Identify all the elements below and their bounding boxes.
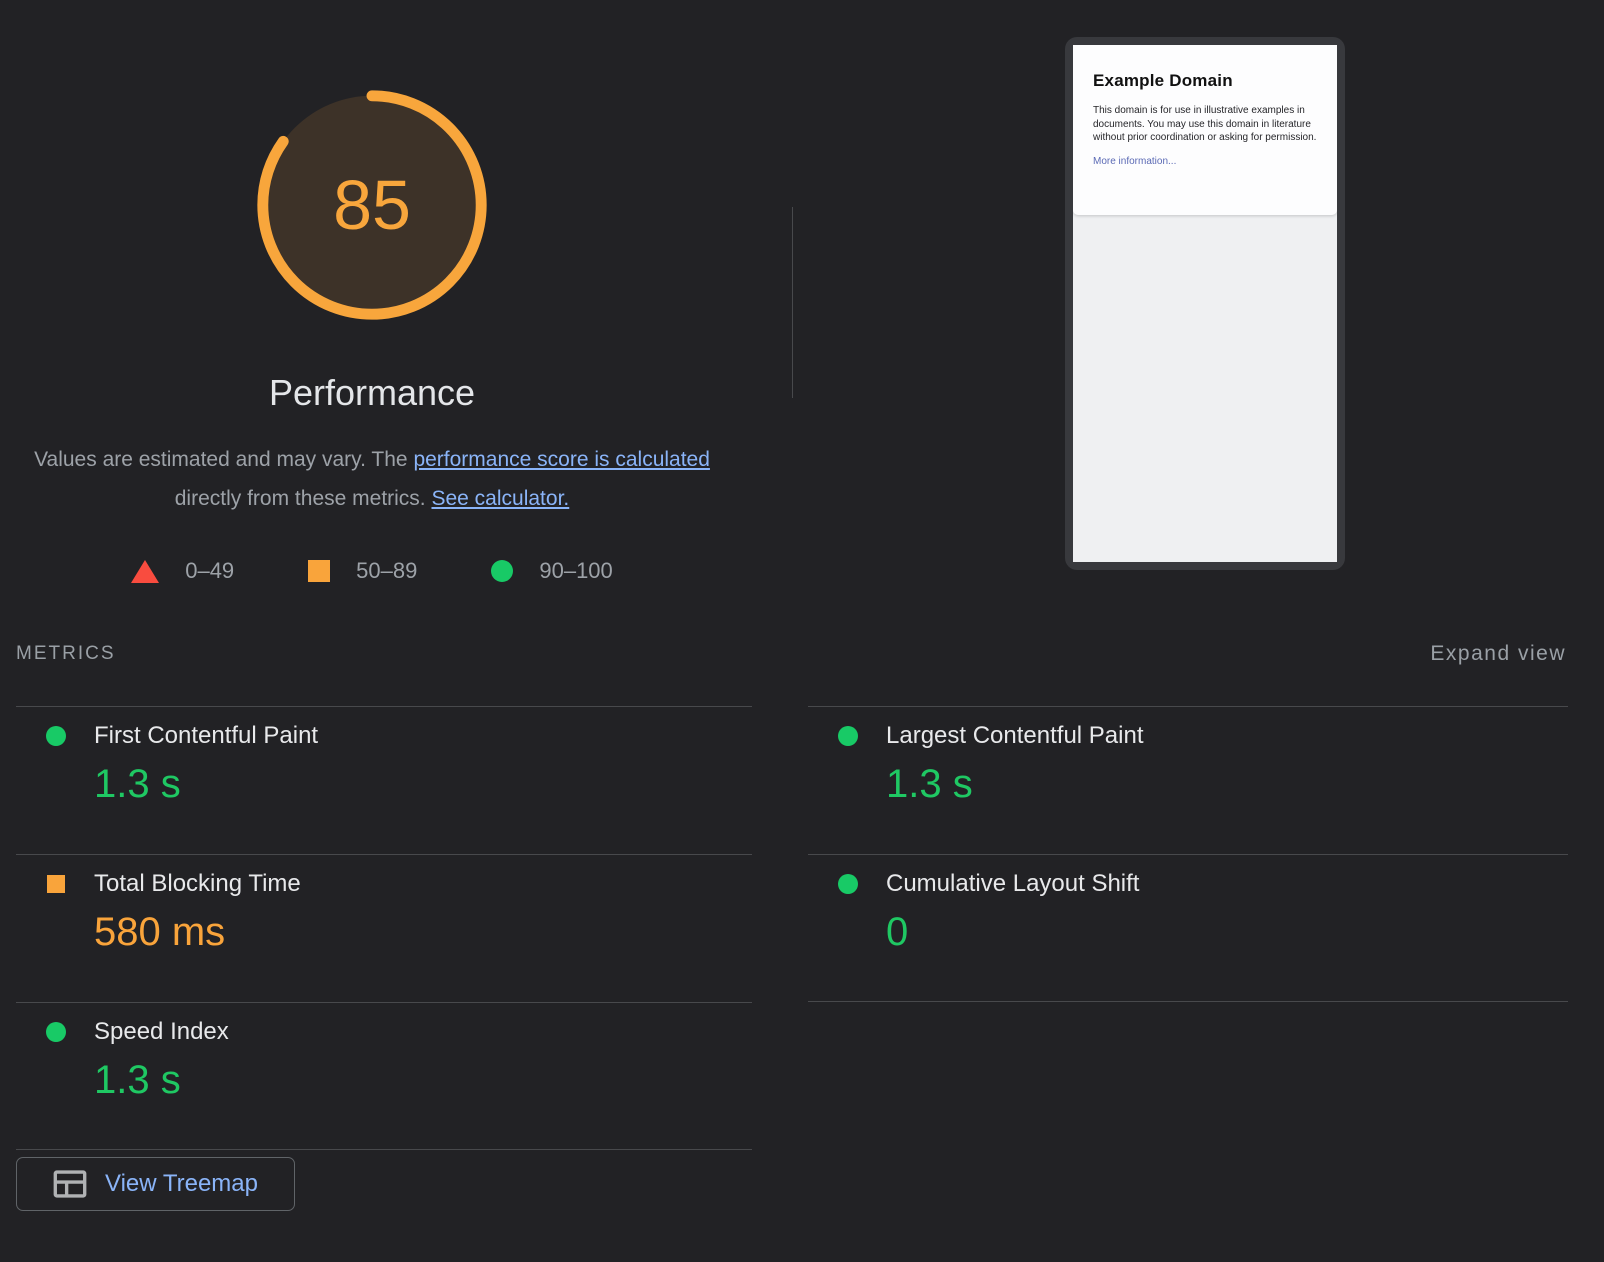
score-scale-legend: 0–49 50–89 90–100 (131, 558, 613, 584)
screenshot-more-info-link: More information... (1093, 155, 1177, 167)
metric-largest-contentful-paint: Largest Contentful Paint 1.3 s (808, 706, 1568, 854)
pass-circle-icon (491, 560, 514, 582)
metric-name: Total Blocking Time (94, 870, 301, 897)
screenshot-page: Example Domain This domain is for use in… (1073, 45, 1337, 562)
metrics-section-title: METRICS (16, 643, 116, 664)
metric-average-square-icon (47, 875, 65, 893)
legend-item-fail: 0–49 (131, 558, 234, 584)
legend-range-label: 0–49 (185, 558, 235, 583)
screenshot-heading: Example Domain (1093, 71, 1233, 90)
score-calculation-link[interactable]: performance score is calculated (413, 448, 710, 471)
metric-value: 580 ms (94, 910, 226, 954)
metric-total-blocking-time: Total Blocking Time 580 ms (16, 854, 752, 1002)
screenshot-content-card: Example Domain This domain is for use in… (1073, 45, 1337, 215)
view-treemap-button[interactable]: View Treemap (16, 1157, 295, 1211)
metric-name: Cumulative Layout Shift (886, 870, 1140, 897)
screenshot-body-text: This domain is for use in illustrative e… (1093, 105, 1317, 143)
view-treemap-label: View Treemap (105, 1170, 258, 1197)
legend-range-label: 90–100 (539, 558, 613, 583)
disclaimer-text: directly from these metrics. (174, 487, 432, 510)
treemap-icon (53, 1170, 87, 1198)
performance-score-gauge: 85 (255, 88, 489, 322)
legend-item-average: 50–89 (308, 558, 417, 584)
metric-value: 1.3 s (94, 1058, 181, 1102)
legend-item-pass: 90–100 (491, 558, 613, 584)
score-disclaimer: Values are estimated and may vary. The p… (19, 440, 725, 518)
legend-range-label: 50–89 (356, 558, 418, 583)
performance-score-value: 85 (333, 166, 411, 244)
metric-name: First Contentful Paint (94, 722, 319, 749)
metric-good-circle-icon (46, 1022, 66, 1042)
fail-triangle-icon (131, 559, 160, 583)
average-square-icon (308, 560, 331, 582)
metrics-section-header: METRICS Expand view (16, 642, 1568, 666)
expand-view-button[interactable]: Expand view (1430, 642, 1566, 665)
metric-value: 0 (886, 910, 909, 954)
metrics-grid: First Contentful Paint 1.3 s Largest Con… (16, 706, 1604, 1150)
metric-value: 1.3 s (94, 762, 181, 806)
metric-name: Speed Index (94, 1018, 229, 1045)
score-gauge-fill (262, 95, 482, 315)
metric-good-circle-icon (838, 726, 858, 746)
score-summary: 85 Performance Values are estimated and … (0, 0, 744, 584)
metric-first-contentful-paint: First Contentful Paint 1.3 s (16, 706, 752, 854)
performance-title: Performance (268, 372, 476, 413)
metric-cumulative-layout-shift: Cumulative Layout Shift 0 (808, 854, 1568, 1002)
score-gauge-arc (257, 90, 487, 320)
metrics-grid-filler (808, 1002, 1568, 1150)
metric-good-circle-icon (838, 874, 858, 894)
metric-value: 1.3 s (886, 762, 973, 806)
metric-speed-index: Speed Index 1.3 s (16, 1002, 752, 1150)
page-screenshot-thumbnail[interactable]: Example Domain This domain is for use in… (1065, 37, 1345, 570)
disclaimer-text: Values are estimated and may vary. The (34, 448, 414, 471)
score-gauge-svg (257, 90, 487, 320)
metric-good-circle-icon (46, 726, 66, 746)
summary-screenshot-divider (792, 207, 793, 398)
see-calculator-link[interactable]: See calculator. (431, 487, 570, 510)
metric-name: Largest Contentful Paint (886, 722, 1144, 749)
